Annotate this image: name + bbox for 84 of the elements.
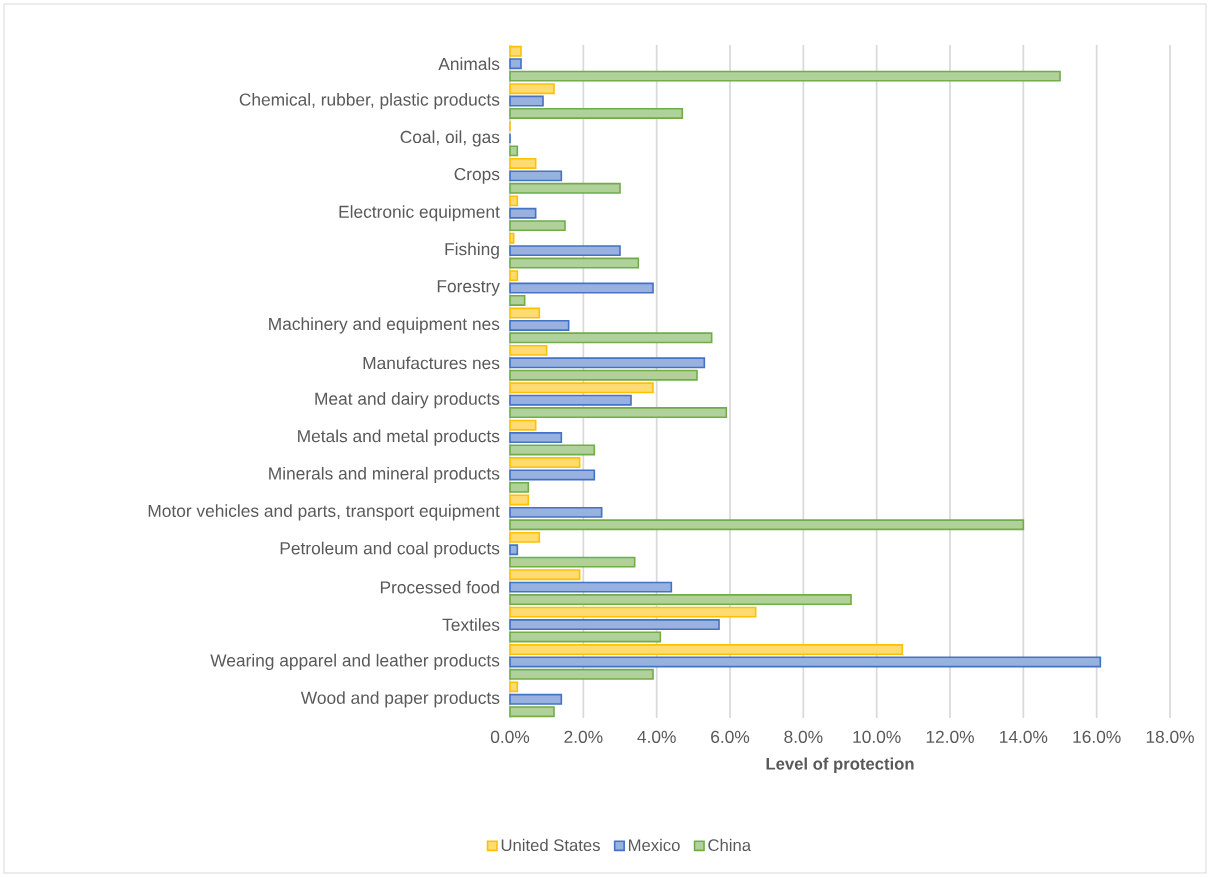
y-tick-label: Minerals and mineral products xyxy=(269,466,500,484)
y-tick-label: Metals and metal products xyxy=(298,429,500,446)
y-tick-label: Machinery and equipment nes xyxy=(269,317,500,334)
y-tick-label: Chemical, rubber, plastic products xyxy=(239,92,500,110)
bar xyxy=(509,606,757,618)
bar xyxy=(509,294,526,306)
bar xyxy=(509,257,640,269)
bar xyxy=(509,481,530,493)
y-tick-label: Textiles xyxy=(442,618,500,631)
bar xyxy=(509,369,698,381)
bar xyxy=(509,556,636,568)
legend-label: United States xyxy=(501,838,600,852)
x-axis-title: Level of protection xyxy=(766,757,914,773)
bar xyxy=(509,569,581,581)
y-tick-label: Motor vehicles and parts, transport equipment xyxy=(148,504,500,521)
x-tick-label: 12.0% xyxy=(926,730,974,743)
bar xyxy=(509,644,904,655)
bar xyxy=(509,58,522,70)
bar xyxy=(509,270,519,282)
y-tick-label: Fishing xyxy=(445,242,499,259)
bar xyxy=(509,531,541,543)
bar xyxy=(509,619,720,630)
bar xyxy=(509,220,566,232)
bar xyxy=(509,108,684,119)
bar xyxy=(509,457,581,469)
x-tick-label: 8.0% xyxy=(784,730,823,743)
bar xyxy=(509,207,537,219)
bar xyxy=(509,45,522,57)
bar xyxy=(509,195,519,207)
bar xyxy=(509,95,544,107)
x-tick-label: 18.0% xyxy=(1146,730,1194,743)
y-tick-label: Petroleum and coal products xyxy=(280,541,500,558)
y-tick-label: Manufactures nes xyxy=(363,356,500,370)
y-tick-label: Wearing apparel and leather products xyxy=(210,653,500,670)
bar xyxy=(509,594,852,605)
x-tick-label: 2.0% xyxy=(564,730,603,743)
bar xyxy=(509,83,555,95)
y-tick-label: Wood and paper products xyxy=(300,691,500,708)
bar xyxy=(509,544,519,556)
bar xyxy=(509,319,570,331)
bar xyxy=(509,519,1025,531)
bar xyxy=(509,157,537,169)
bar xyxy=(509,693,563,705)
bar xyxy=(509,656,1102,668)
bar xyxy=(509,469,596,481)
bar xyxy=(509,307,541,319)
bar xyxy=(509,245,621,257)
x-tick-label: 10.0% xyxy=(853,730,901,743)
legend-label: Mexico xyxy=(628,838,680,852)
bar xyxy=(509,182,621,194)
bar xyxy=(509,494,530,506)
bar xyxy=(509,706,555,718)
x-tick-label: 4.0% xyxy=(637,730,676,743)
bar xyxy=(509,357,706,369)
y-tick-label: Forestry xyxy=(437,280,500,296)
bar xyxy=(509,282,654,294)
y-tick-label: Electronic equipment xyxy=(339,205,500,222)
bar xyxy=(509,394,632,406)
y-tick-label: Animals xyxy=(438,57,500,71)
bar xyxy=(509,506,603,518)
bar xyxy=(509,332,713,344)
bar xyxy=(509,668,654,680)
y-tick-label: Crops xyxy=(454,168,500,184)
legend-label: China xyxy=(708,838,752,852)
x-tick-label: 0.0% xyxy=(490,730,530,743)
y-tick-label: Processed food xyxy=(380,580,499,594)
bar xyxy=(509,70,1061,82)
bar xyxy=(509,344,548,356)
bar xyxy=(509,681,519,693)
bar xyxy=(509,232,515,244)
bar xyxy=(509,631,662,643)
x-tick-label: 14.0% xyxy=(1000,730,1048,743)
bar xyxy=(509,145,519,157)
bar xyxy=(509,382,654,394)
bar xyxy=(509,432,563,444)
x-tick-label: 16.0% xyxy=(1073,730,1121,743)
y-tick-label: Meat and dairy products xyxy=(315,392,500,409)
bar xyxy=(509,444,596,456)
bar xyxy=(509,407,728,419)
bar xyxy=(509,419,537,431)
bar xyxy=(509,170,563,182)
y-tick-label: Coal, oil, gas xyxy=(400,130,500,147)
bar xyxy=(509,581,673,593)
x-tick-label: 6.0% xyxy=(711,730,750,743)
